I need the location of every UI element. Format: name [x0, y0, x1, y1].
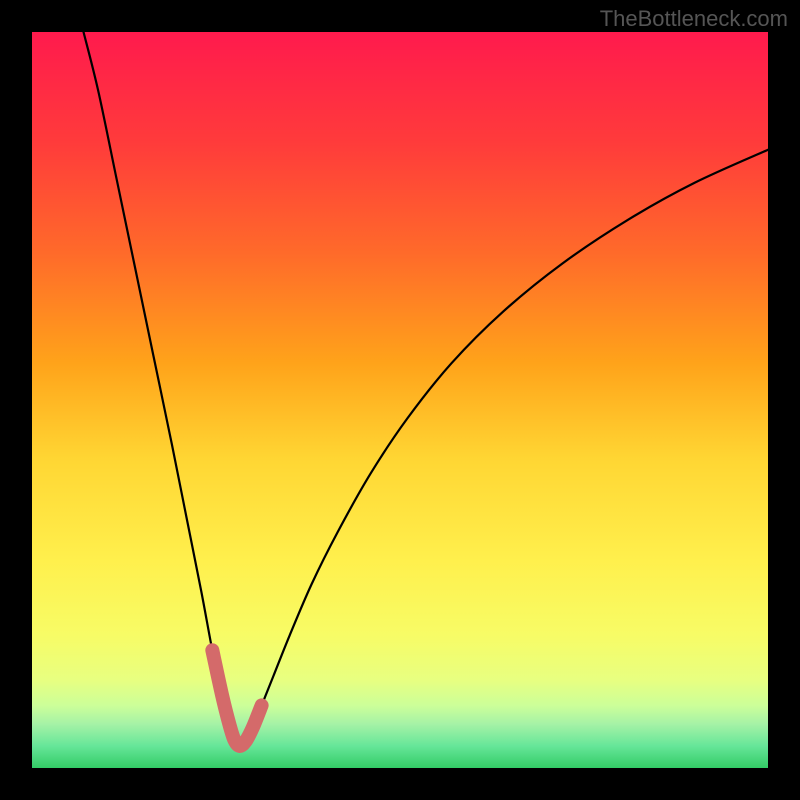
bottleneck-curve — [32, 32, 768, 768]
watermark-text: TheBottleneck.com — [600, 6, 788, 32]
bottleneck-chart — [32, 32, 768, 768]
